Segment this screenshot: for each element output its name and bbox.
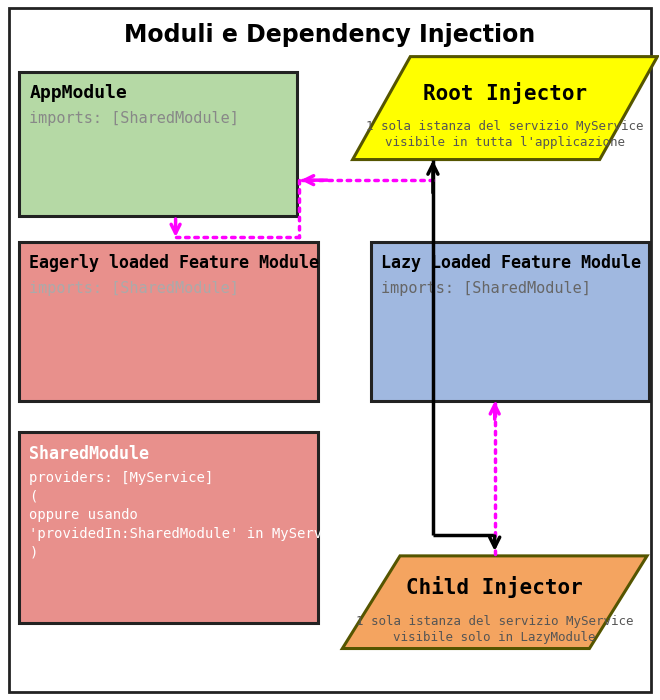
Text: SharedModule: SharedModule [30,444,149,463]
Text: Moduli e Dependency Injection: Moduli e Dependency Injection [124,22,536,47]
Text: 1 sola istanza del servizio MyService
visibile in tutta l'applicazione: 1 sola istanza del servizio MyService vi… [366,120,644,149]
Polygon shape [352,57,657,160]
Bar [19,433,317,623]
Text: imports: [SharedModule]: imports: [SharedModule] [381,281,591,296]
Bar [371,242,649,402]
Text: Eagerly loaded Feature Module: Eagerly loaded Feature Module [30,254,319,272]
Text: 1 sola istanza del servizio MyService
visibile solo in LazyModule: 1 sola istanza del servizio MyService vi… [356,615,634,643]
Polygon shape [343,556,647,648]
Text: imports: [SharedModule]: imports: [SharedModule] [30,281,240,296]
Text: Lazy Loaded Feature Module: Lazy Loaded Feature Module [381,254,642,272]
Text: providers: [MyService]
(
oppure usando
'providedIn:SharedModule' in MyService
): providers: [MyService] ( oppure usando '… [30,472,348,559]
Bar [19,72,297,216]
Text: imports: [SharedModule]: imports: [SharedModule] [30,111,240,126]
Bar [19,242,317,402]
Text: Child Injector: Child Injector [407,576,583,598]
Text: Root Injector: Root Injector [423,82,587,104]
Text: AppModule: AppModule [30,85,127,102]
